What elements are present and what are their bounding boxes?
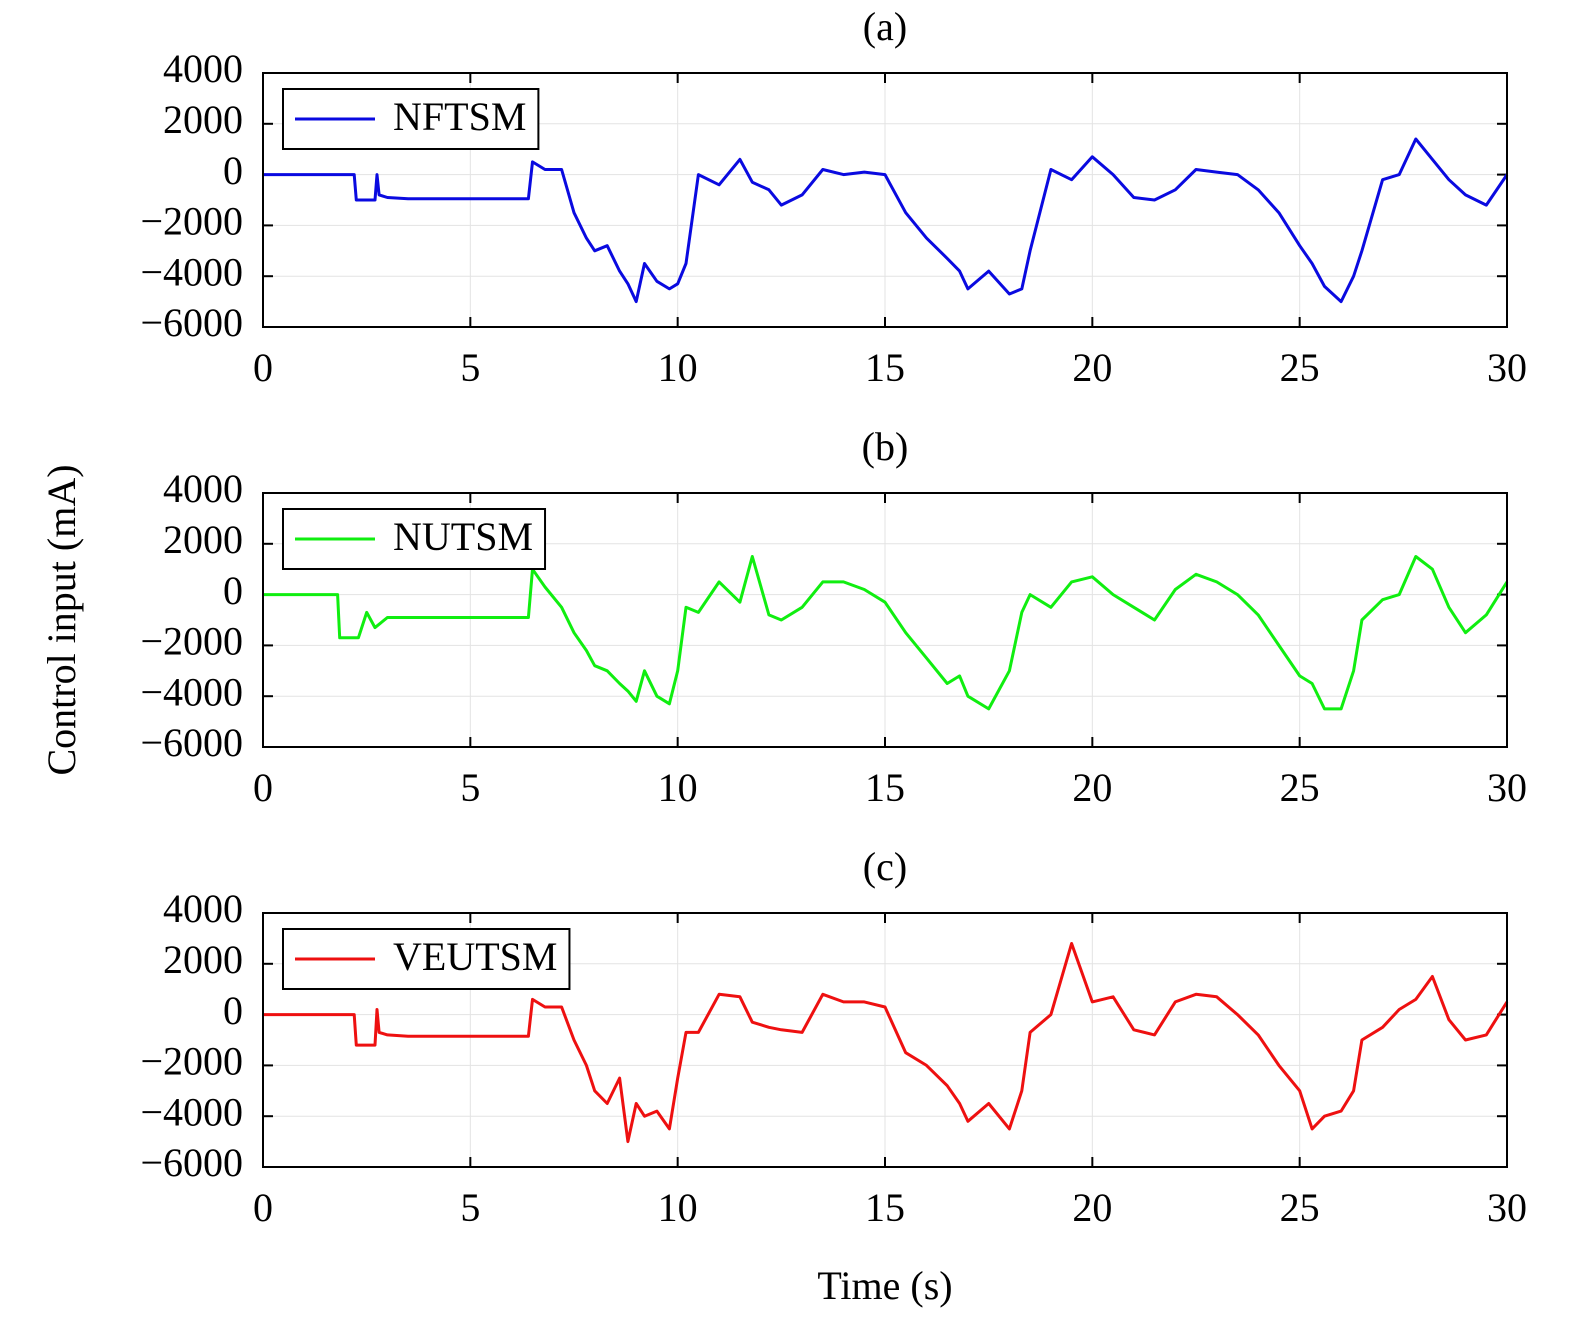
legend-label: NFTSM: [393, 94, 526, 139]
x-tick-label: 25: [1280, 765, 1320, 810]
x-tick-label: 15: [865, 1185, 905, 1230]
x-axis-label: Time (s): [817, 1263, 952, 1308]
y-tick-label: 0: [223, 988, 243, 1033]
y-tick-label: 0: [223, 568, 243, 613]
data-line: [263, 942, 1509, 1144]
x-tick-label: 5: [460, 765, 480, 810]
x-tick-label: 25: [1280, 1185, 1320, 1230]
y-tick-label: −6000: [140, 1140, 243, 1185]
x-tick-label: 15: [865, 345, 905, 390]
x-tick-label: 10: [658, 345, 698, 390]
y-tick-label: 2000: [163, 97, 243, 142]
x-tick-label: 30: [1487, 345, 1527, 390]
legend-box: [282, 928, 571, 990]
x-tick-label: 20: [1072, 765, 1112, 810]
y-tick-label: 4000: [163, 886, 243, 931]
legend-label: VEUTSM: [393, 934, 557, 979]
y-tick-label: 4000: [163, 46, 243, 91]
y-tick-label: 2000: [163, 517, 243, 562]
x-tick-label: 10: [658, 765, 698, 810]
x-tick-label: 30: [1487, 1185, 1527, 1230]
x-tick-label: 20: [1072, 345, 1112, 390]
x-tick-label: 0: [253, 765, 273, 810]
x-tick-label: 25: [1280, 345, 1320, 390]
x-tick-label: 10: [658, 1185, 698, 1230]
y-tick-label: −6000: [140, 720, 243, 765]
chart-title: (b): [862, 424, 909, 469]
x-tick-label: 15: [865, 765, 905, 810]
plot-frame: [262, 912, 1508, 1168]
x-tick-label: 20: [1072, 1185, 1112, 1230]
x-tick-label: 30: [1487, 765, 1527, 810]
x-tick-label: 5: [460, 1185, 480, 1230]
y-tick-label: −4000: [140, 249, 243, 294]
y-tick-label: 2000: [163, 937, 243, 982]
plot-frame: [262, 492, 1508, 748]
y-tick-label: −2000: [140, 199, 243, 244]
y-tick-label: 0: [223, 148, 243, 193]
y-tick-label: −2000: [140, 1039, 243, 1084]
y-tick-label: −6000: [140, 300, 243, 345]
data-line: [263, 137, 1509, 304]
chart-title: (c): [863, 844, 907, 889]
x-tick-label: 5: [460, 345, 480, 390]
x-tick-label: 0: [253, 1185, 273, 1230]
x-tick-label: 0: [253, 345, 273, 390]
legend-box: [282, 508, 547, 570]
chart-title: (a): [863, 4, 907, 49]
y-tick-label: 4000: [163, 466, 243, 511]
legend-label: NUTSM: [393, 514, 533, 559]
y-tick-label: −2000: [140, 619, 243, 664]
y-axis-label: Control input (mA): [39, 464, 84, 775]
y-tick-label: −4000: [140, 669, 243, 714]
y-tick-label: −4000: [140, 1089, 243, 1134]
plot-frame: [262, 72, 1508, 328]
